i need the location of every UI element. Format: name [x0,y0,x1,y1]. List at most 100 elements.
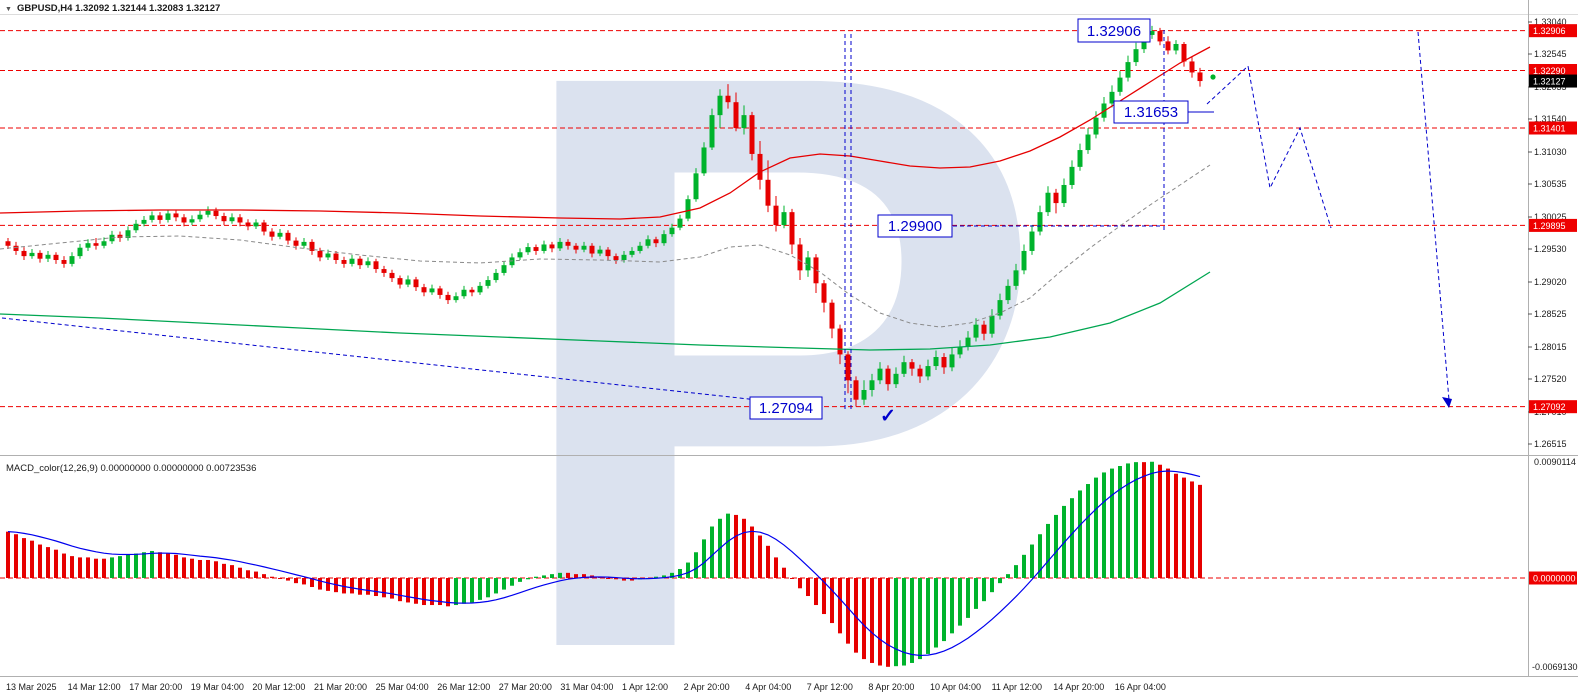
candle-body [717,95,723,116]
price-tick-label[interactable]: 1.28015 [1534,342,1567,352]
annotation-box[interactable] [877,214,953,238]
level-label-bg [1529,64,1577,78]
price-tick-label[interactable]: 1.30535 [1534,179,1567,189]
symbol-dropdown-icon[interactable]: ▼ [5,6,12,13]
macd-histogram-bar [1086,484,1090,578]
date-label[interactable]: 14 Apr 20:00 [1053,682,1104,692]
date-label[interactable]: 4 Apr 04:00 [745,682,791,692]
price-tick-label[interactable]: 1.30025 [1534,212,1567,222]
candle-body [709,115,715,148]
macd-histogram-bar [1190,481,1194,578]
price-tick-label[interactable]: 1.27520 [1534,374,1567,384]
date-label[interactable]: 27 Mar 20:00 [499,682,552,692]
date-label[interactable]: 25 Mar 04:00 [376,682,429,692]
date-label[interactable]: 20 Mar 12:00 [252,682,305,692]
candle-body [453,296,459,301]
macd-histogram-bar [6,531,10,578]
macd-histogram-bar [46,547,50,578]
macd-histogram-bar [158,552,162,578]
macd-histogram-bar [1094,477,1098,578]
date-label[interactable]: 31 Mar 04:00 [560,682,613,692]
trendline-drawing[interactable] [1206,65,1332,229]
candle-body [445,294,451,301]
level-label-bg [1529,121,1577,135]
date-label[interactable]: 21 Mar 20:00 [314,682,367,692]
candle-body [741,115,747,129]
macd-histogram-bar [542,575,546,578]
annotation-box[interactable] [749,396,823,420]
trendline-drawings-layer[interactable] [1,30,1452,412]
candle-body [93,243,99,246]
macd-histogram-bar [470,578,474,603]
candle-body [21,250,27,257]
date-label[interactable]: 10 Apr 04:00 [930,682,981,692]
candle-body [1077,150,1083,167]
candle-body [309,241,315,251]
candle-body [973,324,979,338]
macd-histogram-bar [974,578,978,609]
macd-histogram-bar [118,556,122,578]
macd-histogram-bar [1070,498,1074,578]
date-label[interactable]: 17 Mar 20:00 [129,682,182,692]
date-label[interactable]: 11 Apr 12:00 [992,682,1042,692]
macd-histogram-bar [1078,490,1082,578]
macd-histogram-bar [534,576,538,578]
level-label: 1.32290 [1533,66,1566,76]
macd-histogram-bar [230,565,234,578]
macd-histogram-bar [246,570,250,578]
trendline-drawing[interactable] [1,317,759,401]
price-tick-label[interactable]: 1.33040 [1534,17,1567,27]
date-label[interactable]: 13 Mar 2025 [6,682,57,692]
candle-body [909,362,915,369]
price-tick-label[interactable]: 1.31030 [1534,147,1567,157]
confirmation-check-mark[interactable]: ✓ [880,406,896,427]
price-tick-label[interactable]: 1.29530 [1534,244,1567,254]
price-tick-label[interactable]: 1.28525 [1534,309,1567,319]
moving-averages-layer [0,46,1211,351]
price-tick-label[interactable]: 1.31540 [1534,114,1567,124]
macd-histogram-bar [326,578,330,591]
date-label[interactable]: 19 Mar 04:00 [191,682,244,692]
date-label[interactable]: 26 Mar 12:00 [437,682,490,692]
macd-histogram-bar [742,518,746,578]
trendline-drawing[interactable] [1417,31,1450,401]
candle-body [125,230,131,239]
date-label[interactable]: 7 Apr 12:00 [807,682,853,692]
candle-body [469,289,475,293]
macd-histogram-bar [774,557,778,578]
candle-body [421,287,427,293]
macd-histogram-bar [918,578,922,660]
candle-body [237,217,243,223]
candle-body [365,261,371,266]
candle-body [1005,285,1011,301]
price-tick-label[interactable]: 1.26515 [1534,439,1567,449]
candle-body [205,210,211,215]
date-label[interactable]: 14 Mar 12:00 [68,682,121,692]
price-tick-label[interactable]: 1.32545 [1534,49,1567,59]
candle-body [1061,184,1067,204]
candle-body [261,222,267,232]
candle-body [1021,250,1027,271]
current-price-label: 1.32127 [1533,77,1566,87]
annotation-box[interactable] [1113,100,1189,124]
candle-body [749,115,755,154]
price-tick-label[interactable]: 1.29020 [1534,277,1567,287]
macd-histogram-bar [134,553,138,578]
annotation-price-label: 1.32906 [1087,23,1141,40]
date-label[interactable]: 1 Apr 12:00 [622,682,668,692]
date-label[interactable]: 16 Apr 04:00 [1115,682,1166,692]
candle-body [1093,117,1099,135]
candles-layer [5,25,1203,407]
annotations-layer[interactable]: 1.32906 1.31653 1.29900 1.27094 ✓ [749,18,1189,427]
date-label[interactable]: 8 Apr 20:00 [868,682,914,692]
macd-histogram-bar [214,561,218,578]
annotation-box[interactable] [1077,18,1151,43]
macd-histogram-bar [902,578,906,666]
macd-histogram-bar [206,559,210,578]
candle-body [13,245,19,251]
date-label[interactable]: 2 Apr 20:00 [684,682,730,692]
macd-histogram-bar [270,576,274,578]
candle-body [389,272,395,279]
